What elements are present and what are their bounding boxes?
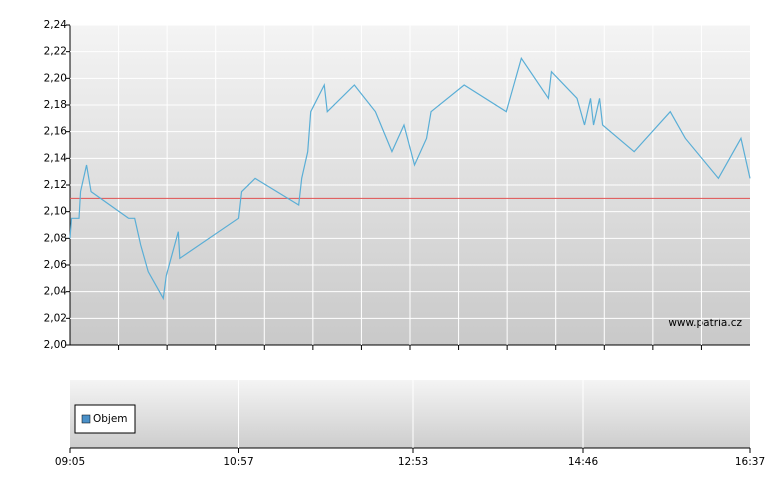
y-tick-label: 2,20 (44, 72, 67, 84)
x-tick-label: 10:57 (223, 456, 253, 468)
price-line (69, 56, 751, 301)
y-tick-label: 2,00 (44, 339, 67, 351)
y-tick-label: 2,08 (44, 232, 67, 244)
watermark: www.patria.cz (668, 317, 742, 329)
y-tick-label: 2,14 (44, 152, 68, 164)
legend-box (74, 404, 136, 434)
y-tick-label: 2,16 (44, 126, 68, 138)
y-tick-label: 2,04 (44, 286, 68, 298)
y-tick-label: 2,12 (44, 179, 67, 191)
x-tick-label: 14:46 (568, 456, 599, 468)
x-tick-label: 16:37 (735, 456, 765, 468)
y-tick-label: 2,18 (44, 99, 67, 111)
legend-label: Objem (93, 413, 128, 425)
y-tick-label: 2,24 (44, 19, 68, 31)
y-tick-label: 2,02 (44, 312, 67, 324)
x-tick-label: 12:53 (398, 456, 428, 468)
x-tick-label: 09:05 (55, 456, 85, 468)
y-tick-label: 2,06 (44, 259, 68, 271)
y-tick-label: 2,22 (44, 46, 67, 58)
volume-area (70, 380, 750, 448)
legend-swatch (81, 414, 91, 424)
y-tick-label: 2,10 (44, 206, 67, 218)
